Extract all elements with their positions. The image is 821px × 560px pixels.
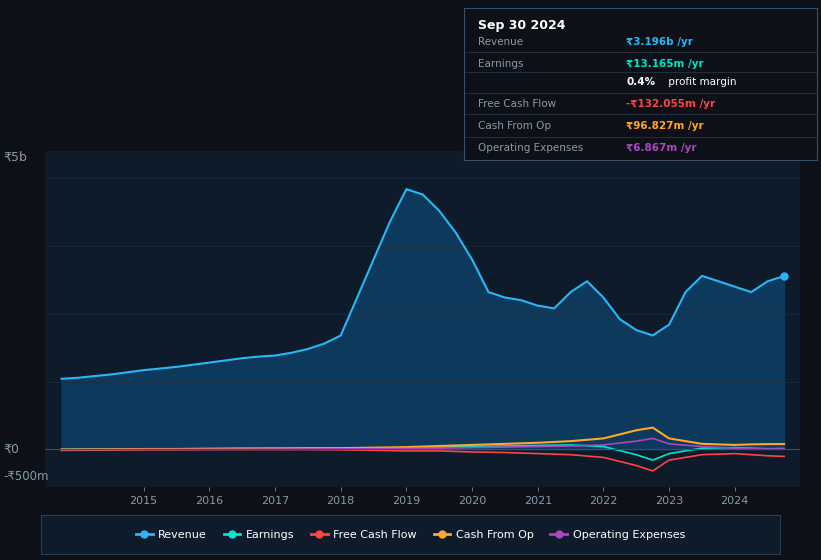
Text: Earnings: Earnings: [478, 59, 524, 69]
Text: ₹96.827m /yr: ₹96.827m /yr: [626, 122, 704, 132]
Text: ₹5b: ₹5b: [3, 151, 27, 164]
Text: ₹0: ₹0: [3, 443, 20, 456]
Text: -₹132.055m /yr: -₹132.055m /yr: [626, 99, 715, 109]
Text: Sep 30 2024: Sep 30 2024: [478, 19, 566, 32]
Text: ₹3.196b /yr: ₹3.196b /yr: [626, 36, 693, 46]
Text: Cash From Op: Cash From Op: [478, 122, 551, 132]
Text: profit margin: profit margin: [665, 77, 736, 87]
Text: -₹500m: -₹500m: [3, 470, 49, 483]
Legend: Revenue, Earnings, Free Cash Flow, Cash From Op, Operating Expenses: Revenue, Earnings, Free Cash Flow, Cash …: [131, 525, 690, 544]
Text: Operating Expenses: Operating Expenses: [478, 142, 583, 152]
Text: Free Cash Flow: Free Cash Flow: [478, 99, 556, 109]
Text: 0.4%: 0.4%: [626, 77, 655, 87]
Text: ₹6.867m /yr: ₹6.867m /yr: [626, 142, 697, 152]
Text: ₹13.165m /yr: ₹13.165m /yr: [626, 59, 704, 69]
Text: Revenue: Revenue: [478, 36, 523, 46]
